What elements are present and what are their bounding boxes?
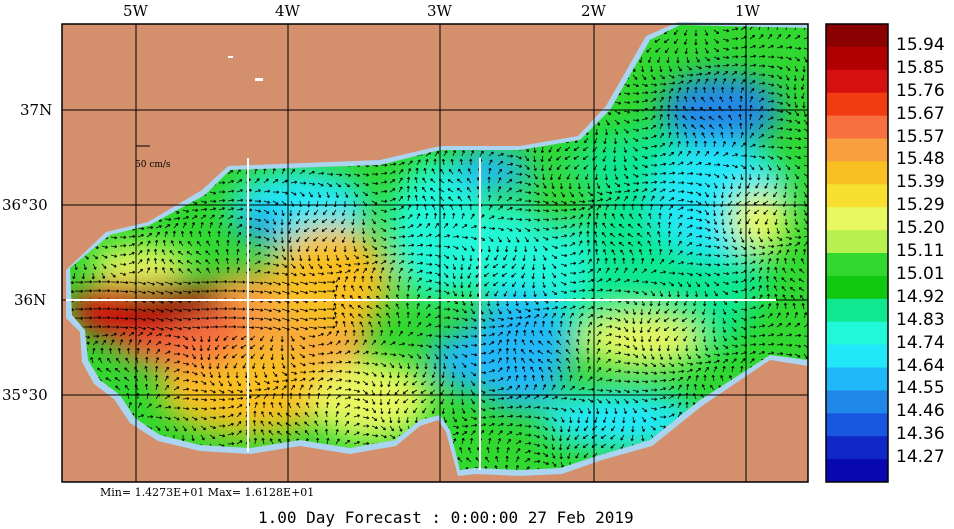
colorbar-swatch — [826, 413, 888, 437]
colorbar-swatch — [826, 390, 888, 414]
lon-label: 4W — [275, 2, 300, 20]
lon-label: 2W — [581, 2, 606, 20]
colorbar-label: 14.92 — [896, 286, 945, 307]
colorbar-label: 15.76 — [896, 80, 945, 101]
lat-label: 37N — [20, 101, 53, 119]
lat-label: 35°30 — [2, 386, 48, 404]
colorbar-label: 15.57 — [896, 126, 945, 147]
colorbar-label: 14.64 — [896, 355, 945, 376]
colorbar-label: 15.29 — [896, 195, 945, 216]
lat-label: 36°30 — [2, 196, 48, 214]
colorbar-swatch — [826, 275, 888, 300]
colorbar-swatch — [826, 459, 888, 483]
min-max-text: Min= 1.4273E+01 Max= 1.6128E+01 — [100, 486, 315, 499]
colorbar-label: 14.55 — [896, 378, 945, 399]
scale-label: 50 cm/s — [135, 160, 171, 170]
colorbar-label: 14.46 — [896, 401, 945, 422]
section-lines — [66, 158, 776, 470]
forecast-caption: 1.00 Day Forecast : 0:00:00 27 Feb 2019 — [258, 508, 634, 527]
colorbar-label: 14.27 — [896, 447, 945, 468]
colorbar-swatch — [826, 69, 888, 94]
colorbar-label: 15.39 — [896, 172, 945, 193]
colorbar-label: 15.94 — [896, 34, 945, 55]
colorbar-swatch — [826, 115, 888, 139]
lon-label: 5W — [123, 2, 148, 20]
colorbar-label: 14.36 — [896, 424, 945, 445]
colorbar-label: 15.67 — [896, 103, 945, 124]
colorbar-swatch — [826, 138, 888, 162]
colorbar-swatch — [826, 367, 888, 391]
colorbar-swatch — [826, 344, 888, 368]
colorbar-swatch — [826, 46, 888, 71]
colorbar-swatch — [826, 24, 888, 48]
colorbar-label: 14.74 — [896, 332, 945, 353]
lon-label: 1W — [735, 2, 760, 20]
colorbar-swatch — [826, 92, 888, 117]
colorbar-label: 14.83 — [896, 309, 945, 330]
colorbar-label: 15.48 — [896, 149, 945, 170]
colorbar-swatch — [826, 436, 888, 460]
colorbar — [826, 24, 888, 483]
colorbar-label: 15.01 — [896, 263, 945, 284]
colorbar-swatch — [826, 207, 888, 231]
colorbar-label: 15.20 — [896, 218, 945, 239]
colorbar-swatch — [826, 298, 888, 323]
colorbar-swatch — [826, 184, 888, 208]
colorbar-label: 15.11 — [896, 241, 945, 261]
lat-label: 36N — [14, 291, 47, 309]
colorbar-swatch — [826, 321, 888, 346]
colorbar-swatch — [826, 230, 888, 254]
colorbar-swatch — [826, 253, 888, 277]
colorbar-label: 15.85 — [896, 57, 945, 78]
lon-label: 3W — [427, 2, 452, 20]
colorbar-swatch — [826, 161, 888, 185]
